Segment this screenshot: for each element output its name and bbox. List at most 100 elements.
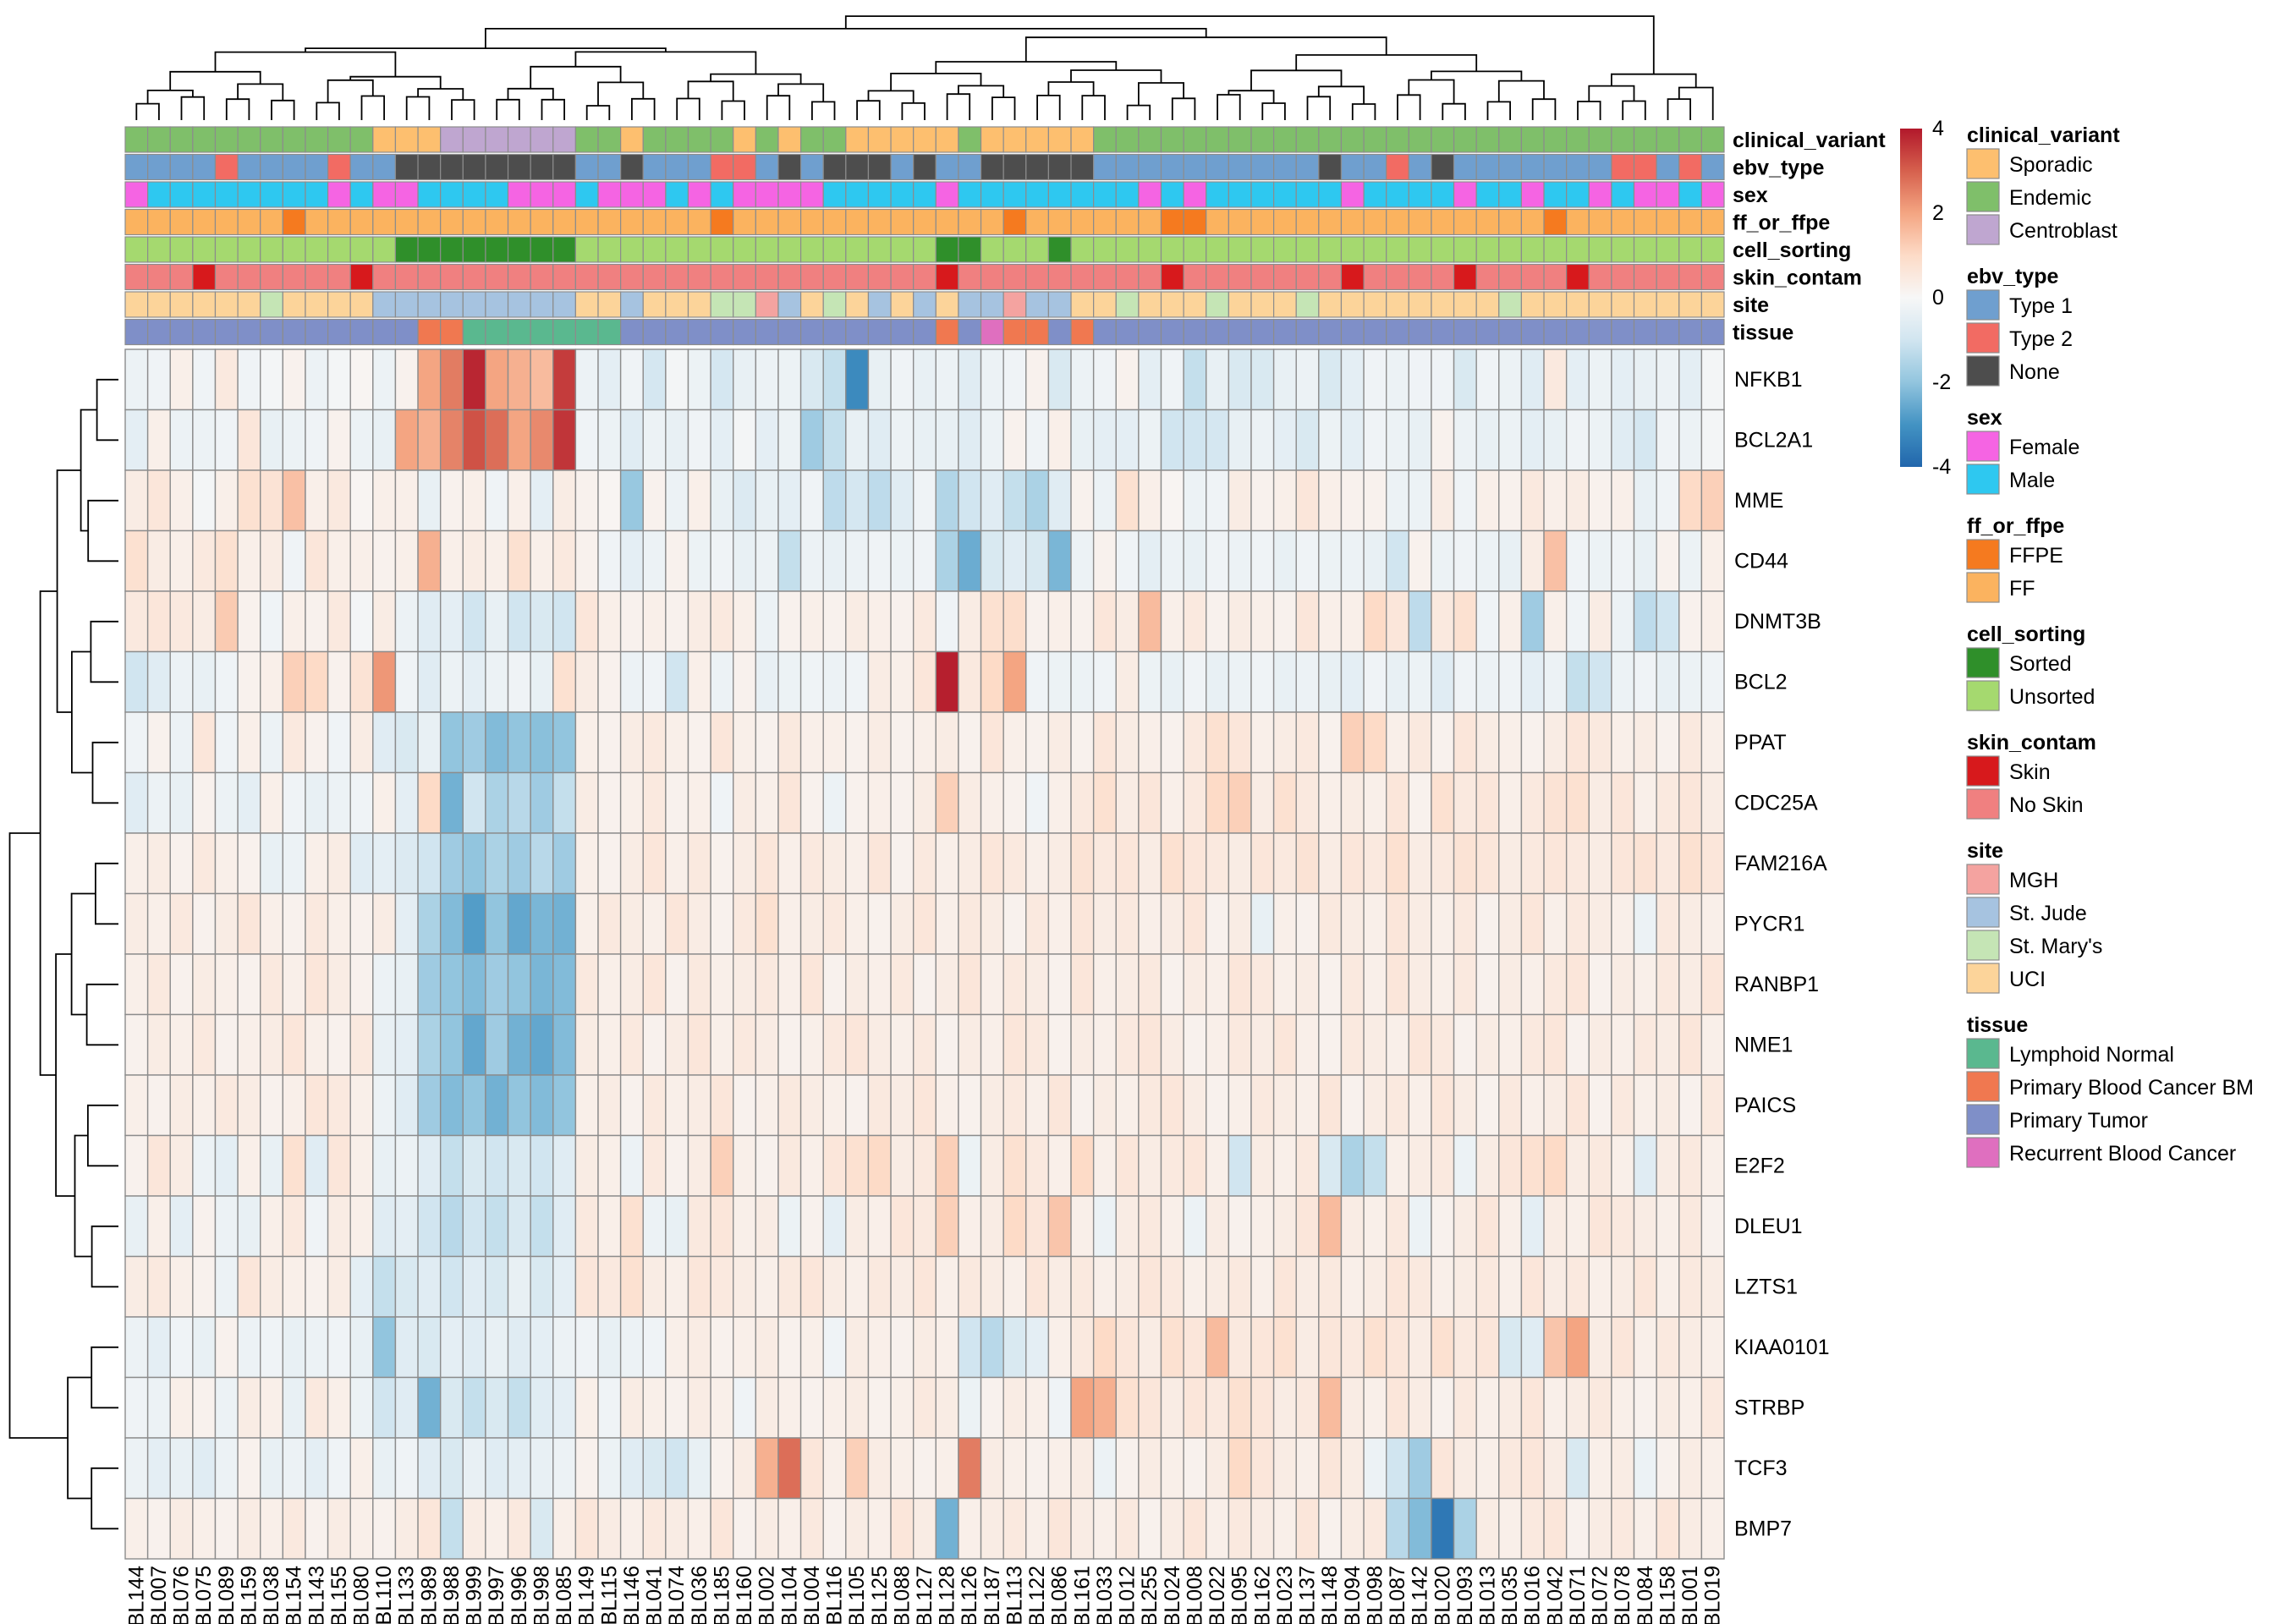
heatmap-cell — [417, 892, 442, 955]
annotation-cell — [665, 236, 689, 263]
annotation-cell — [462, 236, 486, 263]
dendrogram-branch — [867, 90, 915, 103]
heatmap-cell — [1611, 590, 1635, 653]
heatmap-cell — [192, 771, 217, 834]
heatmap-cell — [1520, 1376, 1545, 1439]
heatmap-cell — [1431, 1316, 1455, 1379]
heatmap-cell — [1611, 409, 1635, 471]
heatmap-cell — [507, 529, 531, 592]
heatmap-cell — [1431, 1134, 1455, 1197]
heatmap-cell — [1475, 409, 1500, 471]
heatmap-cell — [1700, 1437, 1725, 1500]
heatmap-cell — [1520, 1134, 1545, 1197]
heatmap-cell — [822, 1376, 847, 1439]
heatmap-cell — [890, 1497, 915, 1560]
heatmap-cell — [1183, 1497, 1207, 1560]
heatmap-cell — [439, 1316, 464, 1379]
heatmap-cell — [1272, 529, 1297, 592]
dendrogram-branch — [890, 73, 982, 91]
annotation-cell — [1002, 291, 1027, 318]
heatmap-cell — [980, 1074, 1004, 1137]
annotation-cell — [462, 153, 486, 181]
heatmap-cell — [485, 1316, 509, 1379]
annotation-cell — [1138, 291, 1162, 318]
annotation-cell — [214, 153, 239, 181]
heatmap-cell — [710, 1437, 734, 1500]
annotation-cell — [1386, 263, 1409, 291]
annotation-cell — [237, 318, 261, 346]
heatmap-cell — [777, 1013, 802, 1076]
annotation-cell — [867, 291, 892, 318]
heatmap-cell — [394, 1074, 419, 1137]
heatmap-cell — [1160, 469, 1184, 532]
heatmap-cell — [146, 1074, 171, 1137]
annotation-cell — [1363, 263, 1387, 291]
legend-label: None — [2009, 360, 2060, 384]
heatmap-cell — [822, 409, 847, 471]
heatmap-cell — [733, 1074, 757, 1137]
heatmap-cell — [1250, 1376, 1275, 1439]
heatmap-cell — [349, 832, 374, 895]
heatmap-cell — [1565, 1437, 1590, 1500]
heatmap-cell — [417, 953, 442, 1016]
annotation-cell — [867, 318, 892, 346]
legend-title: ebv_type — [1967, 265, 2058, 288]
heatmap-cell — [1543, 953, 1568, 1016]
heatmap-cell — [619, 1437, 644, 1500]
heatmap-cell — [890, 469, 915, 532]
heatmap-cell — [394, 711, 419, 774]
heatmap-cell — [777, 650, 802, 713]
heatmap-cell — [1318, 1074, 1343, 1137]
dendrogram-branch — [405, 96, 431, 120]
heatmap-cell — [1115, 1074, 1140, 1137]
annotation-cell — [574, 236, 599, 263]
heatmap-cell — [552, 348, 577, 411]
annotation-cell — [169, 126, 194, 153]
heatmap-cell — [485, 1437, 509, 1500]
annotation-cell — [349, 318, 374, 346]
annotation-cell — [755, 263, 779, 291]
heatmap-cell — [755, 1134, 779, 1197]
heatmap-cell — [845, 1255, 870, 1318]
annotation-cell — [1183, 126, 1207, 153]
heatmap-cell — [507, 1376, 531, 1439]
dendrogram-branch — [856, 100, 881, 120]
annotation-cell — [1633, 291, 1657, 318]
dendrogram-branch — [1497, 80, 1545, 102]
heatmap-cell — [507, 409, 531, 471]
dendrogram-branch — [87, 499, 118, 562]
heatmap-cell — [597, 469, 622, 532]
heatmap-cell — [822, 1437, 847, 1500]
heatmap-cell — [1318, 1376, 1343, 1439]
heatmap-cell — [552, 832, 577, 895]
heatmap-cell — [1611, 1316, 1635, 1379]
heatmap-cell — [912, 1376, 937, 1439]
heatmap-cell — [1565, 1013, 1590, 1076]
heatmap-cell — [439, 1013, 464, 1076]
heatmap-cell — [642, 892, 667, 955]
annotation-cell — [1228, 263, 1252, 291]
dendrogram-branch — [95, 862, 118, 925]
heatmap-cell — [1520, 1316, 1545, 1379]
heatmap-cell — [214, 590, 239, 653]
heatmap-cell — [597, 1134, 622, 1197]
dendrogram-branch — [91, 1467, 118, 1530]
annotation-cell — [1295, 236, 1320, 263]
heatmap-cell — [462, 1134, 486, 1197]
heatmap-cell — [1070, 892, 1095, 955]
annotation-cell — [1475, 291, 1500, 318]
heatmap-cell — [1475, 348, 1500, 411]
annotation-cell — [1408, 318, 1432, 346]
annotation-cell — [687, 263, 711, 291]
heatmap-cell — [214, 1013, 239, 1076]
legend-swatch — [1966, 680, 2000, 711]
heatmap-cell — [349, 409, 374, 471]
dendrogram-branch — [777, 83, 825, 102]
heatmap-cell — [935, 771, 959, 834]
annotation-cell — [1047, 291, 1072, 318]
heatmap-cell — [1160, 832, 1184, 895]
heatmap-cell — [980, 892, 1004, 955]
heatmap-cell — [1431, 650, 1455, 713]
heatmap-cell — [687, 1074, 711, 1137]
heatmap-cell — [1678, 771, 1703, 834]
